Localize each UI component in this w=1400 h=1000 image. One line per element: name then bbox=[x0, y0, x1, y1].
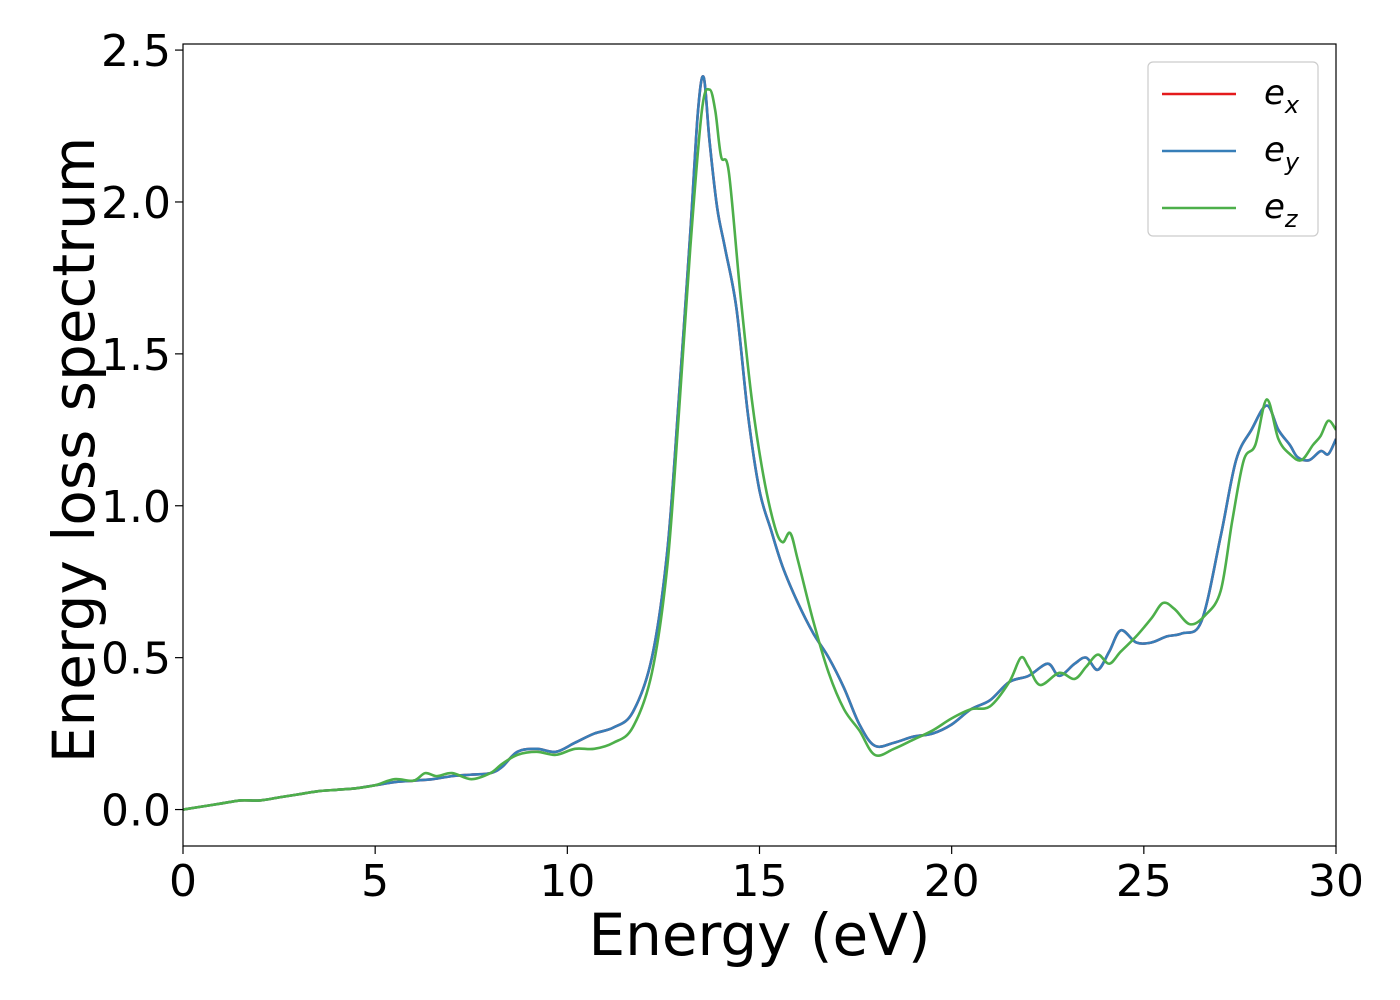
x-tick-label: 30 bbox=[1308, 856, 1364, 907]
x-tick-label: 15 bbox=[732, 856, 788, 907]
legend-label-subscript: z bbox=[1284, 205, 1299, 233]
series-layer bbox=[183, 75, 1336, 811]
y-tick-label: 0.5 bbox=[101, 634, 171, 685]
series-line-y bbox=[183, 75, 1336, 811]
legend-label-x: ex bbox=[1264, 73, 1300, 119]
y-tick-label: 2.0 bbox=[101, 178, 171, 229]
y-tick-label: 0.0 bbox=[101, 786, 171, 837]
y-tick-label: 2.5 bbox=[101, 26, 171, 77]
legend-label-base: e bbox=[1264, 187, 1285, 227]
x-tick-label: 10 bbox=[539, 856, 595, 907]
y-tick-label: 1.5 bbox=[101, 330, 171, 381]
legend-label-subscript: y bbox=[1284, 148, 1300, 176]
y-axis-label: Energy loss spectrum bbox=[40, 137, 108, 763]
x-tick-label: 5 bbox=[361, 856, 389, 907]
x-tick-label: 0 bbox=[169, 856, 197, 907]
legend-box bbox=[1147, 61, 1319, 237]
legend-label-subscript: x bbox=[1284, 91, 1300, 119]
legend-label-base: e bbox=[1264, 130, 1285, 170]
x-tick-label: 25 bbox=[1116, 856, 1172, 907]
legend-label-y: ey bbox=[1264, 130, 1300, 176]
legend-label-base: e bbox=[1264, 73, 1285, 113]
x-tick-label: 20 bbox=[924, 856, 980, 907]
y-tick-label: 1.0 bbox=[101, 482, 171, 533]
ticks-layer: 0 5 10 15 20 25 30 0.0 0.5 1.0 1.5 2.0 2.5 bbox=[101, 26, 1364, 907]
x-axis-label: Energy (eV) bbox=[588, 901, 930, 969]
series-line-z bbox=[183, 87, 1336, 811]
legend-label-z: ez bbox=[1264, 187, 1299, 233]
